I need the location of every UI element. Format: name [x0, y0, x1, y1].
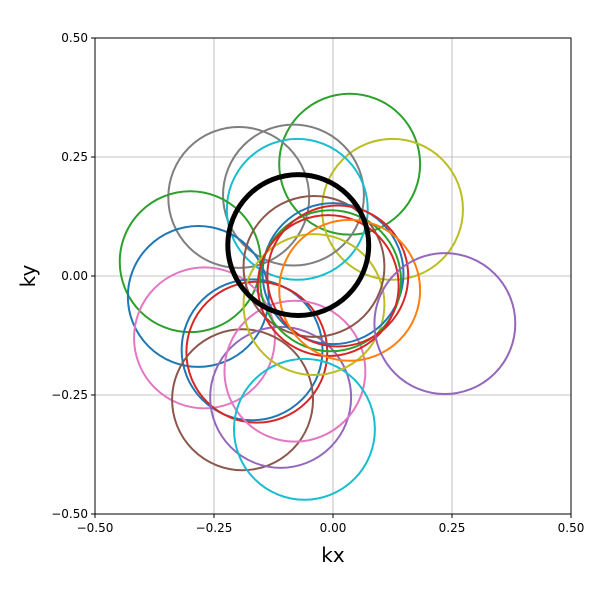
- circle: [242, 233, 386, 377]
- x-tick-label: −0.50: [77, 521, 114, 535]
- circle: [278, 92, 422, 236]
- circle: [232, 357, 376, 501]
- y-tick-label: −0.50: [51, 507, 88, 521]
- circle: [266, 204, 410, 348]
- circle: [171, 328, 315, 472]
- circle: [259, 209, 403, 353]
- circle: [261, 202, 405, 346]
- x-tick-label: 0.00: [320, 521, 347, 535]
- circles: [118, 92, 517, 501]
- circle: [180, 278, 324, 422]
- y-axis-label: ky: [16, 264, 40, 287]
- circle: [222, 123, 365, 267]
- circle: [256, 214, 400, 357]
- highlight-circle: [225, 172, 372, 319]
- y-tick-label: 0.25: [61, 150, 88, 164]
- circle: [223, 299, 367, 443]
- x-tick-label: 0.25: [439, 521, 466, 535]
- circle: [321, 137, 464, 281]
- circle: [278, 218, 422, 362]
- y-tick-label: 0.50: [61, 31, 88, 45]
- circle: [225, 137, 369, 281]
- x-axis-label: kx: [321, 543, 345, 567]
- ticks: −0.50 −0.25 0.00 0.25 0.50 −0.50 −0.25 0.00 0.25…: [51, 31, 584, 535]
- x-tick-label: 0.50: [558, 521, 585, 535]
- circle: [209, 325, 353, 469]
- grid: [95, 38, 571, 514]
- circle: [242, 195, 386, 338]
- y-tick-label: −0.25: [51, 388, 88, 402]
- circle: [167, 126, 311, 269]
- circle: [185, 280, 329, 424]
- circle: [126, 225, 270, 368]
- x-tick-label: −0.25: [196, 521, 233, 535]
- circle: [373, 252, 517, 396]
- y-tick-label: 0.00: [61, 269, 88, 283]
